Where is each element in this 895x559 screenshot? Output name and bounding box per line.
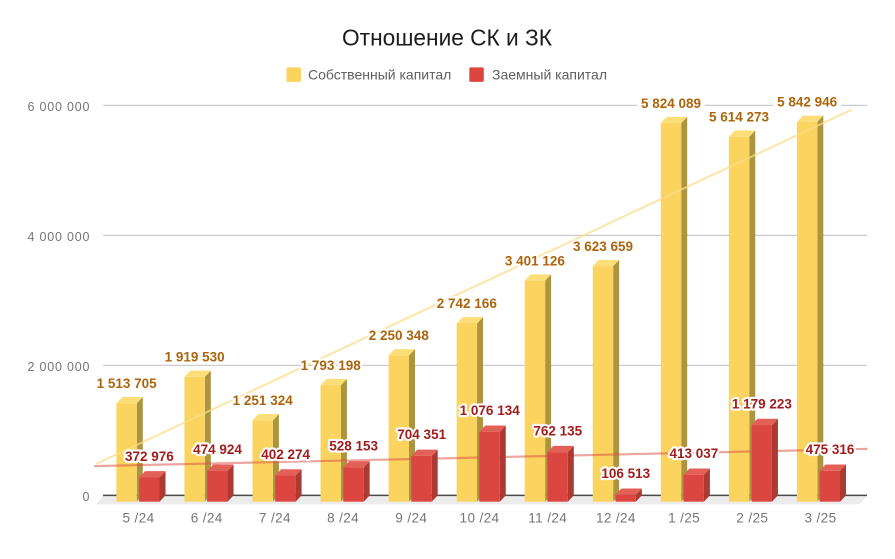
svg-text:6 000 000: 6 000 000	[27, 100, 90, 114]
svg-text:1 076 134: 1 076 134	[460, 403, 521, 418]
svg-text:5 /24: 5 /24	[123, 510, 155, 525]
svg-text:1 793 198: 1 793 198	[301, 358, 362, 373]
svg-text:4 000 000: 4 000 000	[27, 230, 90, 244]
svg-text:704 351: 704 351	[397, 427, 446, 442]
svg-text:2 250 348: 2 250 348	[369, 328, 430, 343]
svg-text:106 513: 106 513	[601, 466, 650, 481]
svg-text:3 401 126: 3 401 126	[505, 253, 566, 268]
svg-text:Собственный капитал: Собственный капитал	[308, 66, 451, 82]
svg-text:1 179 223: 1 179 223	[732, 396, 793, 411]
svg-text:1 /25: 1 /25	[668, 510, 700, 525]
svg-text:762 135: 762 135	[533, 424, 582, 439]
svg-text:7 /24: 7 /24	[259, 510, 291, 525]
svg-text:5 614 273: 5 614 273	[709, 110, 770, 125]
svg-text:11 /24: 11 /24	[528, 510, 567, 525]
svg-text:0: 0	[83, 490, 91, 504]
svg-text:475 316: 475 316	[806, 442, 855, 457]
svg-text:528 153: 528 153	[329, 439, 378, 454]
svg-text:402 274: 402 274	[261, 447, 310, 462]
svg-text:2 742 166: 2 742 166	[437, 296, 498, 311]
svg-text:372 976: 372 976	[125, 449, 174, 464]
svg-text:6 /24: 6 /24	[191, 510, 223, 525]
svg-text:10 /24: 10 /24	[460, 510, 500, 525]
svg-text:1 513 705: 1 513 705	[97, 376, 158, 391]
svg-text:8 /24: 8 /24	[327, 510, 359, 525]
svg-text:3 /25: 3 /25	[805, 510, 837, 525]
svg-text:5 824 089: 5 824 089	[641, 96, 701, 111]
svg-text:2 000 000: 2 000 000	[27, 360, 90, 374]
svg-text:2 /25: 2 /25	[736, 510, 768, 525]
svg-text:5 842 946: 5 842 946	[777, 95, 838, 110]
svg-text:9 /24: 9 /24	[395, 510, 427, 525]
svg-text:Отношение СК и ЗК: Отношение СК и ЗК	[342, 25, 553, 51]
svg-text:474 924: 474 924	[193, 442, 242, 457]
svg-text:3 623 659: 3 623 659	[573, 239, 633, 254]
svg-text:413 037: 413 037	[669, 446, 718, 461]
svg-text:12 /24: 12 /24	[596, 510, 636, 525]
svg-text:1 919 530: 1 919 530	[165, 350, 225, 365]
svg-text:Заемный капитал: Заемный капитал	[492, 66, 607, 82]
svg-text:1 251 324: 1 251 324	[233, 393, 294, 408]
